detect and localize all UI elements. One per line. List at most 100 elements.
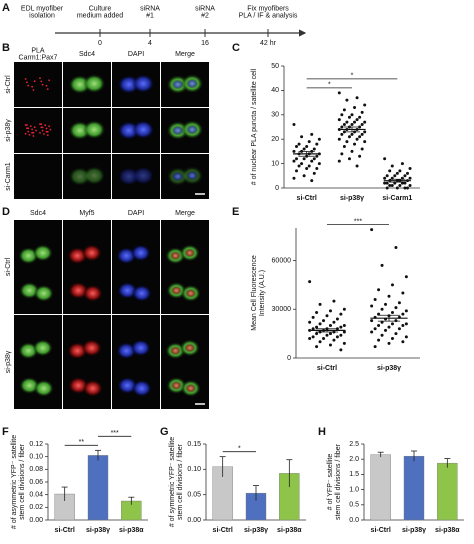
- data-point: [310, 159, 314, 163]
- y-axis-label: # of asymmetric YFP⁻ satellite: [11, 435, 18, 529]
- data-point: [332, 320, 336, 324]
- data-point: [353, 142, 357, 146]
- data-point: [390, 283, 394, 287]
- y-tick-label: 60000: [272, 257, 292, 264]
- data-point: [373, 327, 377, 331]
- cell-signal: [131, 379, 152, 397]
- pla-punctum: [31, 131, 33, 134]
- data-point: [388, 184, 392, 188]
- data-point: [390, 311, 394, 314]
- timeline-event-label: #2: [201, 12, 209, 19]
- data-point: [347, 135, 351, 139]
- data-point: [310, 179, 314, 183]
- cell-signal: [186, 78, 199, 89]
- data-point: [377, 288, 381, 292]
- pla-punctum: [40, 126, 43, 129]
- image-header: Merge: [175, 210, 195, 217]
- image-header: DAPI: [128, 51, 144, 58]
- cell-signal: [171, 79, 184, 90]
- image-row-label: si-p38γ: [5, 350, 12, 373]
- data-point: [400, 162, 404, 166]
- pla-punctum: [33, 126, 36, 129]
- data-point: [310, 132, 314, 136]
- data-point: [311, 327, 315, 331]
- data-point: [302, 157, 306, 161]
- y-tick-label: 40: [271, 87, 279, 94]
- data-point: [322, 337, 326, 340]
- data-point: [297, 142, 301, 146]
- data-point: [345, 140, 349, 144]
- y-tick-label: 0.00: [29, 517, 43, 524]
- y-tick-label: 0.10: [187, 466, 201, 473]
- data-point: [394, 332, 398, 336]
- data-point: [353, 120, 357, 124]
- pla-punctum: [31, 85, 33, 88]
- data-point: [328, 309, 332, 313]
- cell-signal: [81, 339, 102, 357]
- data-point: [380, 333, 384, 337]
- data-point: [360, 147, 364, 151]
- data-point: [383, 176, 387, 180]
- data-point: [339, 348, 343, 352]
- data-point: [360, 110, 364, 114]
- y-tick-label: 0: [275, 185, 279, 192]
- data-point: [394, 319, 398, 323]
- image-header: Merge: [175, 51, 195, 58]
- data-point: [340, 132, 344, 136]
- timeline-event-label: siRNA: [195, 5, 215, 12]
- data-point: [340, 152, 344, 156]
- data-point: [377, 338, 381, 342]
- data-point: [342, 145, 346, 149]
- y-axis-label: # of nuclear PLA puncta / satellite cell: [251, 68, 258, 185]
- cell-signal: [170, 286, 182, 295]
- cell-signal: [185, 288, 197, 298]
- data-point: [315, 166, 319, 170]
- data-point: [318, 322, 322, 326]
- pla-punctum: [27, 127, 30, 130]
- data-point: [305, 145, 309, 149]
- x-tick-label: si-p38α: [277, 527, 302, 534]
- panel-letter: C: [232, 42, 240, 54]
- data-point: [325, 314, 329, 318]
- data-point: [363, 130, 367, 134]
- data-point: [397, 301, 401, 305]
- data-point: [322, 319, 326, 323]
- y-tick-label: 0.00: [187, 517, 201, 524]
- data-point: [350, 123, 354, 127]
- data-point: [377, 324, 381, 327]
- timeline-event-label: medium added: [77, 12, 123, 19]
- data-point: [401, 312, 405, 316]
- data-point: [295, 145, 299, 149]
- data-point: [315, 154, 319, 158]
- data-point: [394, 246, 398, 249]
- pla-punctum: [27, 84, 30, 87]
- bar: [403, 455, 425, 521]
- pla-punctum: [45, 130, 48, 133]
- data-point: [292, 149, 296, 153]
- cell-signal: [33, 284, 54, 302]
- data-point: [387, 294, 391, 298]
- significance-label: *: [328, 82, 331, 89]
- data-point: [390, 184, 394, 188]
- data-point: [342, 123, 346, 127]
- data-point: [342, 324, 346, 327]
- micrograph: [14, 62, 62, 107]
- data-point: [350, 149, 354, 153]
- y-tick-label: 2.0: [349, 456, 359, 463]
- bar: [87, 455, 109, 521]
- y-tick-label: 0.5: [349, 502, 359, 509]
- data-point: [360, 132, 364, 136]
- data-point: [355, 96, 359, 100]
- cell-signal: [169, 346, 181, 356]
- data-point: [388, 169, 392, 173]
- data-point: [380, 307, 384, 311]
- data-point: [380, 263, 384, 267]
- image-header: Sdc4: [30, 210, 46, 217]
- cell-signal: [130, 339, 151, 357]
- data-point: [370, 319, 374, 323]
- image-header: Myf5: [79, 210, 94, 217]
- timeline-event-label: isolation: [29, 12, 55, 19]
- significance-label: *: [351, 73, 354, 80]
- data-point: [393, 174, 397, 178]
- data-point: [325, 333, 329, 337]
